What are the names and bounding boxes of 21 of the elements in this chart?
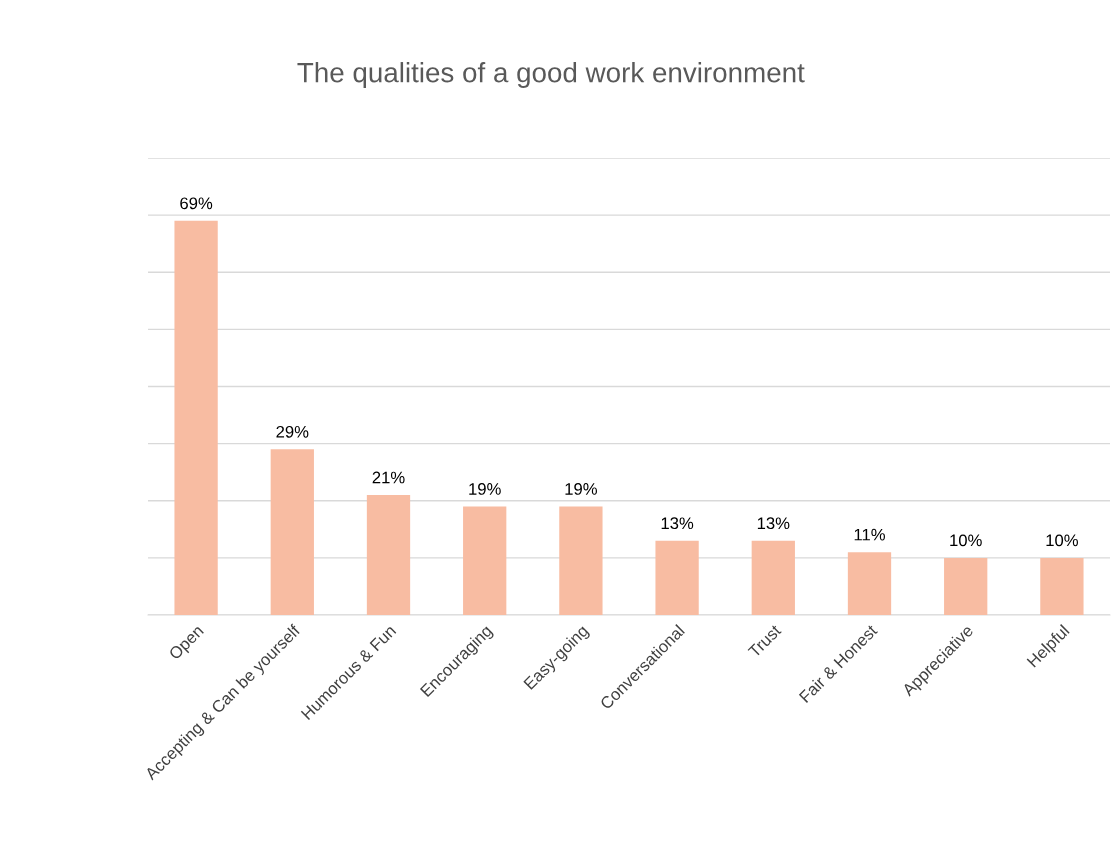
- bar: [366, 495, 411, 615]
- chart-title: The qualities of a good work environment: [297, 62, 805, 88]
- bar: [270, 449, 314, 615]
- data-label: 19%: [565, 483, 597, 495]
- bar: [944, 557, 988, 615]
- bar: [559, 506, 603, 615]
- data-label: 10%: [1046, 534, 1078, 547]
- bar: [751, 540, 795, 615]
- data-label: 19%: [469, 483, 501, 495]
- bar: [655, 540, 699, 615]
- data-label: 10%: [950, 534, 982, 547]
- bar: [847, 552, 892, 615]
- bar: [463, 506, 507, 615]
- bar: [1040, 557, 1084, 615]
- bar: [174, 220, 218, 615]
- data-label: 69%: [180, 197, 213, 210]
- data-label: 11%: [854, 528, 885, 541]
- data-label: 21%: [372, 471, 405, 484]
- data-label: 13%: [757, 517, 790, 530]
- data-label: 29%: [276, 425, 309, 438]
- data-label: 13%: [661, 517, 694, 530]
